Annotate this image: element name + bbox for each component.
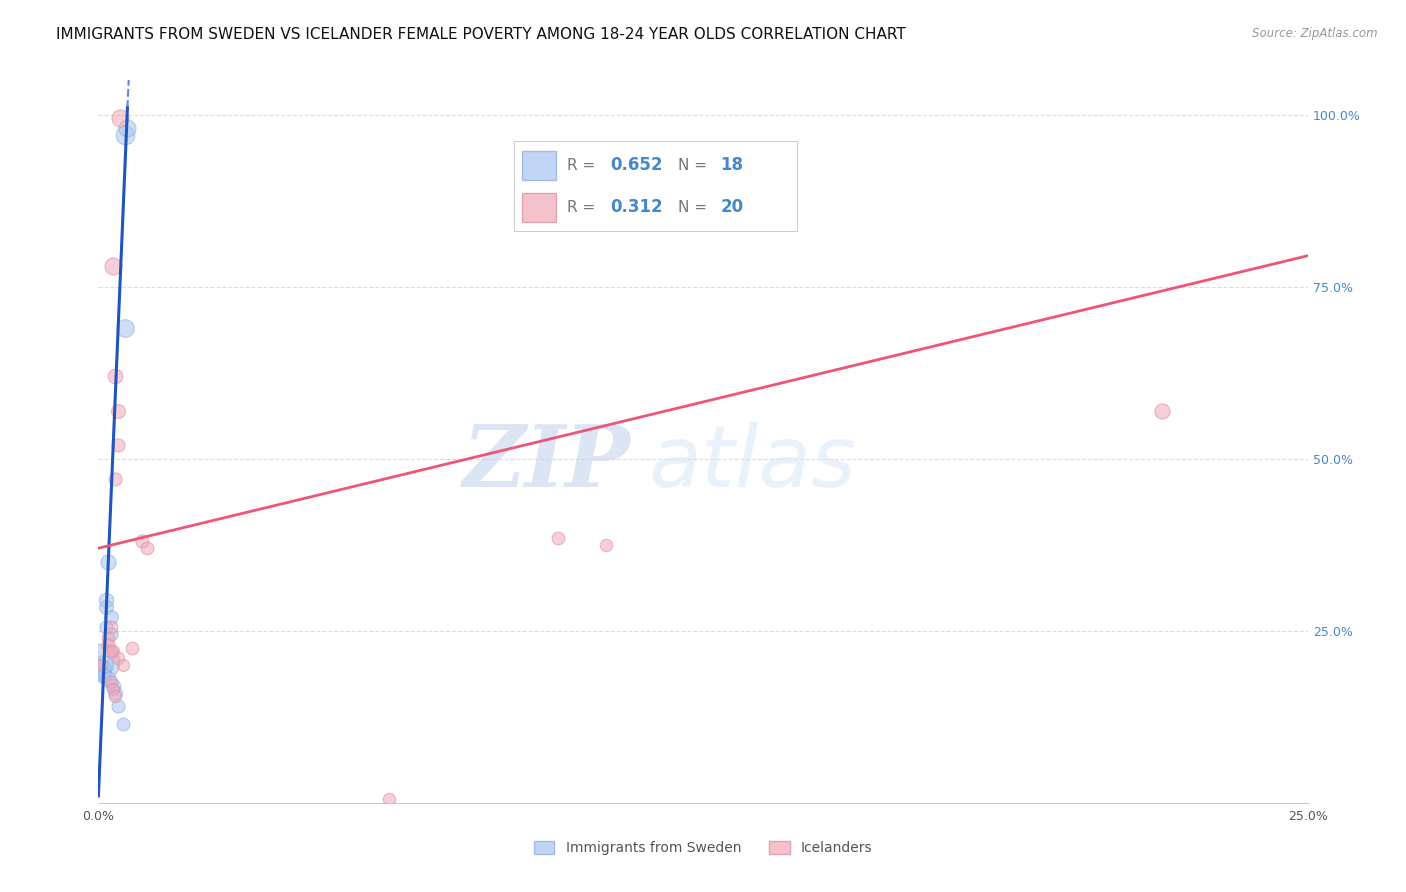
Point: [547, 531, 569, 545]
Point: [104, 369, 127, 384]
Text: 0.652: 0.652: [610, 156, 662, 175]
Point: [94, 599, 117, 614]
Point: [117, 121, 139, 136]
Point: [94, 620, 117, 634]
Point: [108, 111, 131, 125]
Text: Source: ZipAtlas.com: Source: ZipAtlas.com: [1253, 27, 1378, 40]
Point: [97, 672, 120, 686]
Text: ZIP: ZIP: [463, 421, 630, 505]
Point: [90, 658, 112, 673]
Text: R =: R =: [568, 158, 600, 173]
Point: [595, 538, 617, 552]
Point: [107, 651, 129, 665]
Point: [90, 662, 112, 676]
Point: [97, 631, 120, 645]
Text: R =: R =: [568, 200, 600, 215]
Text: 0.312: 0.312: [610, 198, 662, 217]
Point: [111, 716, 134, 731]
Point: [101, 644, 124, 658]
Point: [101, 679, 124, 693]
Point: [101, 682, 124, 697]
Text: IMMIGRANTS FROM SWEDEN VS ICELANDER FEMALE POVERTY AMONG 18-24 YEAR OLDS CORRELA: IMMIGRANTS FROM SWEDEN VS ICELANDER FEMA…: [56, 27, 905, 42]
Point: [104, 472, 127, 486]
Legend: Immigrants from Sweden, Icelanders: Immigrants from Sweden, Icelanders: [529, 836, 877, 861]
Text: 20: 20: [720, 198, 744, 217]
FancyBboxPatch shape: [522, 152, 555, 180]
Point: [104, 689, 127, 703]
Point: [107, 438, 129, 452]
Point: [101, 259, 124, 273]
Point: [94, 592, 117, 607]
Point: [90, 655, 112, 669]
Point: [100, 675, 122, 690]
Text: N =: N =: [678, 158, 711, 173]
Point: [121, 640, 143, 655]
Point: [114, 128, 136, 143]
Point: [100, 620, 122, 634]
Point: [111, 658, 134, 673]
Point: [100, 627, 122, 641]
Point: [97, 638, 120, 652]
Text: N =: N =: [678, 200, 711, 215]
Point: [107, 699, 129, 714]
Point: [107, 403, 129, 417]
FancyBboxPatch shape: [522, 194, 555, 222]
Point: [100, 644, 122, 658]
Point: [131, 534, 153, 549]
Text: atlas: atlas: [648, 422, 856, 505]
Point: [91, 658, 114, 673]
Point: [135, 541, 157, 556]
Point: [377, 792, 399, 806]
Point: [114, 321, 136, 335]
Point: [91, 668, 114, 682]
Point: [97, 555, 120, 569]
Point: [100, 610, 122, 624]
Point: [104, 686, 127, 700]
Text: 18: 18: [720, 156, 744, 175]
Point: [1152, 403, 1174, 417]
